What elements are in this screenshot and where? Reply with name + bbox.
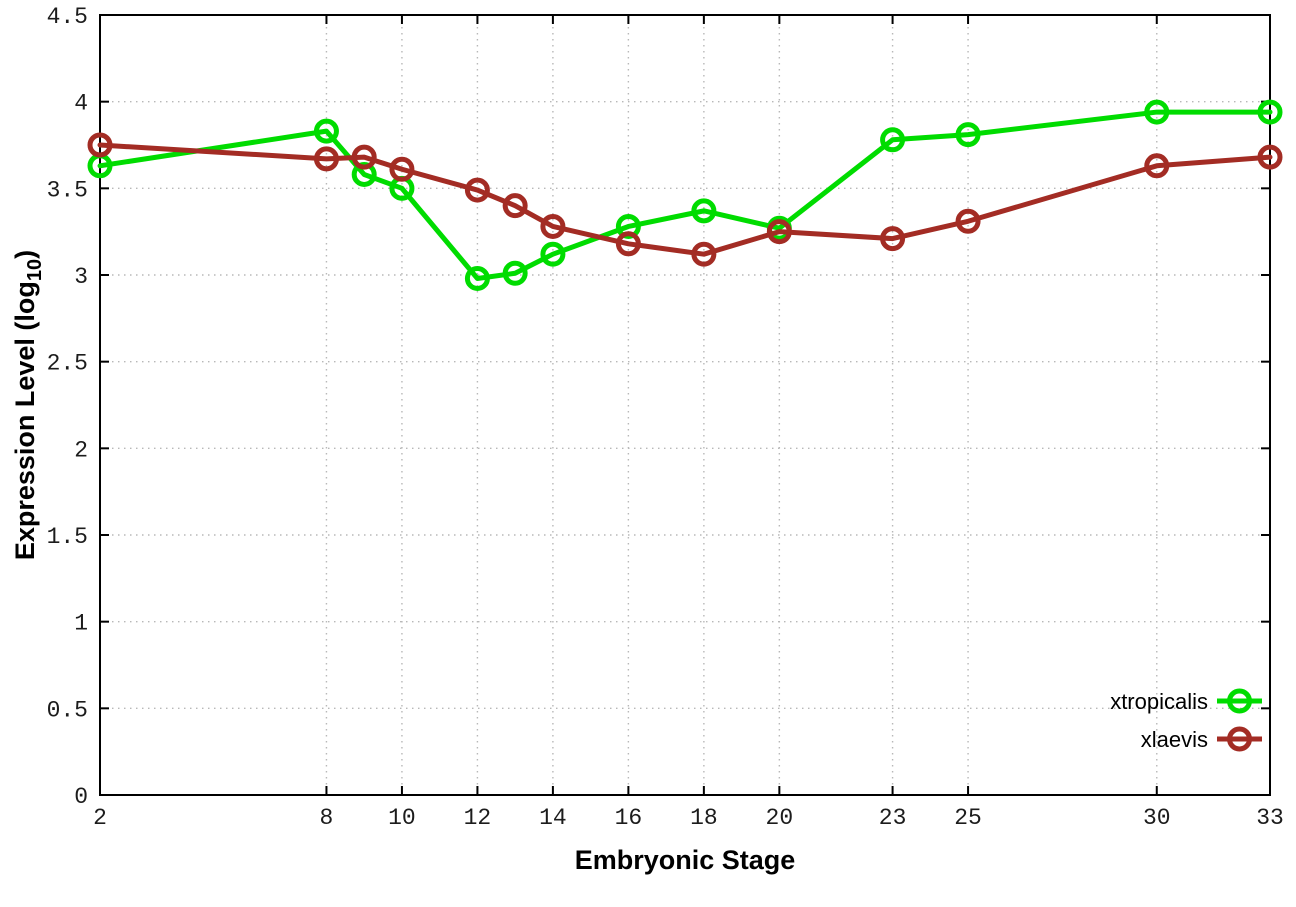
series-xtropicalis-point <box>464 265 490 291</box>
series-xlaevis-point <box>464 177 490 203</box>
series-xlaevis-point <box>502 193 528 219</box>
series-xlaevis-point <box>766 219 792 245</box>
y-tick-label: 2 <box>74 437 88 463</box>
y-tick-label: 4.5 <box>47 4 88 30</box>
x-tick-label: 30 <box>1143 805 1171 831</box>
series-xlaevis-point <box>389 156 415 182</box>
x-tick-label: 14 <box>539 805 567 831</box>
series-xtropicalis-point <box>955 122 981 148</box>
series-xtropicalis-point <box>540 241 566 267</box>
legend-label-xlaevis: xlaevis <box>1141 727 1208 752</box>
x-tick-label: 16 <box>615 805 643 831</box>
series-xtropicalis-point <box>1144 99 1170 125</box>
legend-label-xtropicalis: xtropicalis <box>1110 689 1208 714</box>
y-tick-label: 1 <box>74 611 88 637</box>
series-xtropicalis-point <box>351 161 377 187</box>
series-xtropicalis-point <box>313 118 339 144</box>
x-tick-label: 25 <box>954 805 982 831</box>
x-tick-label: 18 <box>690 805 718 831</box>
x-tick-label: 2 <box>93 805 107 831</box>
legend-sample-point-xlaevis <box>1227 726 1252 752</box>
y-tick-label: 3 <box>74 264 88 290</box>
y-tick-label: 0.5 <box>47 697 88 723</box>
series-xtropicalis-point <box>615 213 641 239</box>
series-xlaevis-point <box>691 241 717 267</box>
series-xlaevis-point <box>540 213 566 239</box>
y-tick-label: 3.5 <box>47 177 88 203</box>
legend-sample-point-xtropicalis <box>1227 688 1252 714</box>
series-xlaevis-point <box>615 231 641 257</box>
series-xlaevis-point <box>1257 144 1283 170</box>
x-tick-label: 33 <box>1256 805 1284 831</box>
series-xlaevis-point <box>1144 153 1170 179</box>
series-xlaevis-point <box>87 132 113 158</box>
series-xlaevis-point <box>955 208 981 234</box>
y-tick-label: 2.5 <box>47 351 88 377</box>
plot-border <box>99 14 1271 796</box>
y-axis-title: Expression Level (log10) <box>10 250 46 560</box>
series-xlaevis-line <box>97 142 1273 257</box>
series-xlaevis-point <box>313 146 339 172</box>
series-xtropicalis-line <box>97 109 1273 281</box>
series-xtropicalis-point <box>1257 99 1283 125</box>
x-tick-label: 10 <box>388 805 416 831</box>
plot-area: 2 8 10 12 14 16 18 20 23 25 30 33 0 0.5 1 1.5 2 2.5 3 3.5 4 4… <box>47 4 1284 831</box>
series-xlaevis-point <box>880 226 906 252</box>
x-tick-label: 20 <box>766 805 794 831</box>
y-tick-label: 1.5 <box>47 524 88 550</box>
series-xtropicalis-point <box>502 260 528 286</box>
y-tick-label: 4 <box>74 91 88 117</box>
series-xtropicalis-point <box>880 127 906 153</box>
x-axis-title: Embryonic Stage <box>575 845 796 875</box>
x-tick-label: 23 <box>879 805 907 831</box>
x-tick-label: 8 <box>320 805 334 831</box>
series-xlaevis-point <box>351 144 377 170</box>
x-tick-label: 12 <box>464 805 492 831</box>
series-xtropicalis-point <box>691 198 717 224</box>
y-tick-label: 0 <box>74 784 88 810</box>
